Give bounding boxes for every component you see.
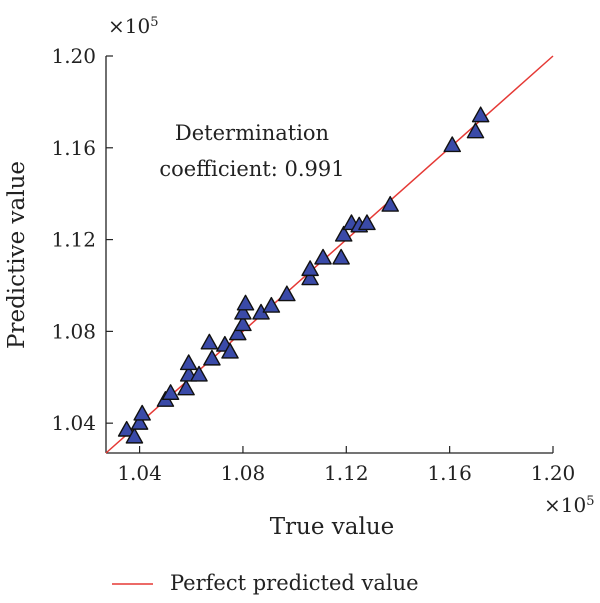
scatter-points <box>117 106 490 444</box>
data-point <box>133 404 151 421</box>
data-point <box>234 315 252 332</box>
data-point <box>203 349 221 366</box>
data-point <box>301 269 319 286</box>
data-point <box>381 195 399 212</box>
data-point <box>161 384 180 400</box>
tick-labels: 1.04 1.08 1.12 1.16 1.20 1.04 1.08 1.12 1.16 1.20 <box>51 44 575 485</box>
annotation-line-2: coefficient: 0.991 <box>159 157 344 181</box>
data-point <box>332 248 350 265</box>
data-point <box>466 122 485 139</box>
y-tick-label: 1.04 <box>51 411 96 435</box>
y-exponent-label: ×105 <box>108 14 159 38</box>
data-point <box>179 354 198 371</box>
data-point <box>443 136 462 153</box>
y-tick-label: 1.12 <box>51 228 96 252</box>
y-axis-label: Predictive value <box>4 161 30 349</box>
data-point <box>234 303 252 320</box>
data-point <box>190 365 208 382</box>
data-point <box>236 294 255 311</box>
axes <box>105 56 553 454</box>
x-tick-label: 1.04 <box>117 461 162 485</box>
data-point <box>334 225 353 242</box>
data-point <box>358 214 376 231</box>
data-point <box>228 324 247 341</box>
data-point <box>278 285 296 302</box>
y-tick-label: 1.08 <box>51 319 96 343</box>
data-point <box>177 379 195 396</box>
x-tick-label: 1.08 <box>221 461 266 485</box>
data-point <box>301 260 319 277</box>
tick-marks <box>106 55 554 453</box>
data-point <box>117 420 136 437</box>
data-point <box>125 427 144 444</box>
x-tick-label: 1.16 <box>427 461 472 485</box>
data-point <box>262 296 281 313</box>
data-point <box>221 342 239 359</box>
data-point <box>471 106 490 123</box>
legend-label: Perfect predicted value <box>170 571 419 595</box>
x-tick-label: 1.12 <box>324 461 369 485</box>
x-axis-label: True value <box>270 514 395 540</box>
x-exponent-label: ×105 <box>544 493 595 517</box>
annotation-line-1: Determination <box>175 121 329 145</box>
y-tick-label: 1.20 <box>51 44 96 68</box>
y-tick-label: 1.16 <box>51 136 96 160</box>
data-point <box>314 248 332 265</box>
data-point <box>200 333 219 350</box>
data-point <box>130 413 149 430</box>
x-tick-label: 1.20 <box>531 461 576 485</box>
